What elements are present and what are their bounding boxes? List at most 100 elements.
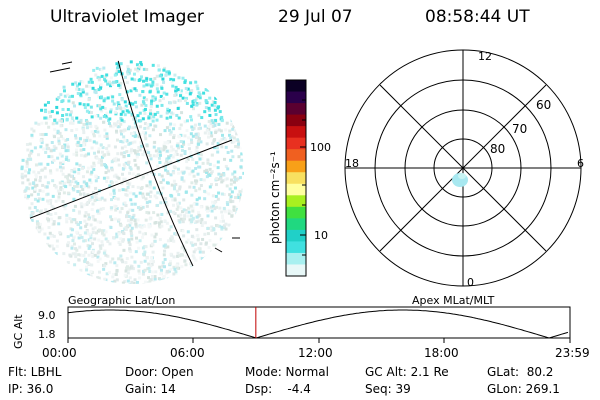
image-pixel — [124, 269, 128, 273]
image-pixel — [115, 268, 119, 272]
image-pixel — [172, 239, 176, 243]
image-pixel — [96, 176, 100, 180]
image-pixel — [148, 279, 152, 283]
image-pixel — [133, 149, 137, 153]
image-pixel — [179, 253, 183, 257]
image-pixel — [230, 149, 234, 153]
image-pixel — [54, 252, 58, 256]
image-pixel — [157, 221, 161, 225]
image-pixel — [126, 279, 130, 283]
image-pixel — [138, 111, 142, 115]
image-pixel — [86, 244, 90, 248]
image-pixel — [201, 221, 205, 225]
image-pixel — [62, 252, 66, 256]
image-pixel — [96, 220, 100, 224]
image-pixel — [227, 223, 231, 227]
image-pixel — [152, 115, 156, 119]
image-pixel — [48, 244, 52, 248]
image-pixel — [189, 154, 193, 158]
image-pixel — [172, 255, 176, 259]
image-pixel — [190, 181, 194, 185]
image-pixel — [47, 117, 51, 121]
image-pixel — [163, 66, 167, 70]
image-pixel — [115, 62, 119, 66]
image-pixel — [204, 256, 208, 260]
image-pixel — [121, 167, 125, 171]
image-pixel — [128, 223, 132, 227]
image-pixel — [88, 232, 92, 236]
image-pixel — [96, 211, 100, 215]
image-pixel — [194, 148, 198, 152]
image-pixel — [139, 225, 143, 229]
image-pixel — [153, 77, 157, 81]
image-pixel — [217, 122, 221, 126]
image-pixel — [100, 155, 104, 159]
image-pixel — [90, 130, 94, 134]
image-pixel — [240, 158, 244, 162]
image-pixel — [238, 176, 242, 180]
image-pixel — [75, 162, 79, 166]
image-pixel — [62, 85, 66, 89]
image-pixel — [137, 67, 141, 71]
image-pixel — [87, 246, 91, 250]
image-pixel — [158, 238, 162, 242]
image-pixel — [147, 276, 151, 280]
image-pixel — [78, 192, 82, 196]
image-pixel — [114, 123, 118, 127]
image-pixel — [58, 152, 62, 156]
image-pixel — [131, 102, 135, 106]
image-pixel — [49, 234, 53, 238]
image-pixel — [178, 99, 182, 103]
image-pixel — [169, 225, 173, 229]
image-pixel — [27, 194, 31, 198]
image-pixel — [162, 97, 166, 101]
image-pixel — [142, 153, 146, 157]
filter-info: Flt: LBHL — [8, 365, 62, 379]
image-pixel — [68, 95, 72, 99]
image-pixel — [102, 251, 106, 255]
image-pixel — [159, 201, 163, 205]
image-pixel — [119, 237, 123, 241]
image-pixel — [103, 97, 107, 101]
image-pixel — [136, 114, 140, 118]
image-pixel — [28, 182, 32, 186]
image-pixel — [35, 175, 39, 179]
image-pixel — [117, 120, 121, 124]
image-pixel — [53, 128, 57, 132]
image-pixel — [180, 144, 184, 148]
image-pixel — [142, 102, 146, 106]
image-pixel — [59, 186, 63, 190]
image-pixel — [168, 125, 172, 129]
image-pixel — [79, 120, 83, 124]
image-pixel — [156, 90, 160, 94]
image-pixel — [208, 167, 212, 171]
image-pixel — [149, 77, 153, 81]
image-pixel — [55, 239, 59, 243]
image-pixel — [128, 247, 132, 251]
image-pixel — [94, 73, 98, 77]
image-pixel — [137, 271, 141, 275]
image-pixel — [151, 95, 155, 99]
image-pixel — [59, 124, 63, 128]
date-label: 29 Jul 07 — [278, 7, 353, 27]
image-pixel — [32, 170, 36, 174]
glon-info: GLon: 269.1 — [487, 382, 560, 396]
image-pixel — [176, 142, 180, 146]
image-pixel — [98, 134, 102, 138]
image-pixel — [173, 198, 177, 202]
image-pixel — [102, 66, 106, 70]
image-pixel — [173, 267, 177, 271]
image-pixel — [188, 92, 192, 96]
image-pixel — [65, 217, 69, 221]
image-pixel — [155, 104, 159, 108]
image-pixel — [150, 242, 154, 246]
image-pixel — [158, 153, 162, 157]
image-pixel — [229, 210, 233, 214]
image-pixel — [170, 80, 174, 84]
image-pixel — [81, 88, 85, 92]
image-pixel — [56, 189, 60, 193]
image-pixel — [102, 229, 106, 233]
image-pixel — [43, 232, 47, 236]
image-pixel — [237, 142, 241, 146]
image-pixel — [213, 108, 217, 112]
